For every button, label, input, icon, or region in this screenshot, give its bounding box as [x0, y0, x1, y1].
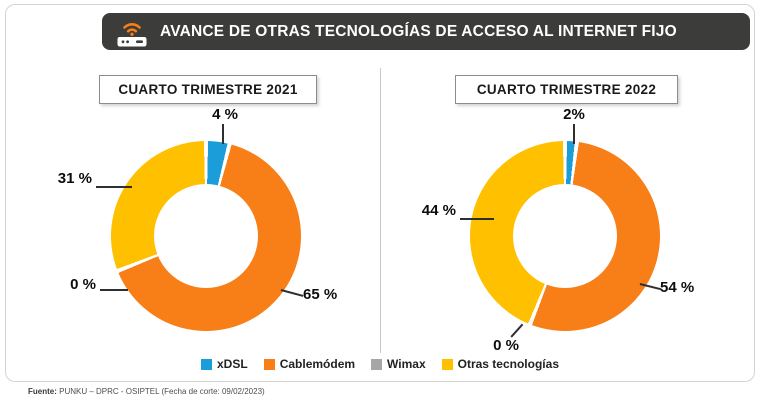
outer-frame [5, 4, 755, 382]
donut-chart-2021 [111, 141, 301, 331]
legend: xDSL Cablemódem Wimax Otras tecnologías [0, 357, 760, 371]
legend-item-xdsl: xDSL [201, 357, 248, 371]
wimax-swatch [371, 358, 383, 370]
source-text: PUNKU – DPRC - OSIPTEL (Fecha de corte: … [56, 387, 265, 396]
page-title: AVANCE DE OTRAS TECNOLOGÍAS DE ACCESO AL… [160, 22, 677, 40]
donut-chart-2022 [470, 141, 660, 331]
label-2021-otras: 31 % [57, 170, 92, 187]
legend-item-otras: Otras tecnologías [441, 357, 559, 371]
title-banner: AVANCE DE OTRAS TECNOLOGÍAS DE ACCESO AL… [102, 13, 750, 50]
legend-item-wimax: Wimax [371, 357, 426, 371]
legend-label: xDSL [217, 357, 248, 371]
router-wifi-icon [114, 16, 150, 48]
label-2021-cablemodem: 65 % [303, 286, 338, 303]
label-2022-cablemodem: 54 % [660, 279, 695, 296]
legend-item-cablemodem: Cablemódem [263, 357, 356, 371]
label-2022-wimax: 0 % [493, 337, 519, 354]
cablemodem-swatch [263, 358, 275, 370]
leader-line [460, 218, 494, 220]
label-2021-xdsl: 4 % [212, 106, 238, 123]
label-2022-xdsl: 2% [563, 106, 585, 123]
donut-hole [513, 184, 617, 288]
leader-line [573, 124, 575, 144]
chart-2021-title: CUARTO TRIMESTRE 2021 [99, 75, 317, 104]
donut-hole [154, 184, 258, 288]
otras-swatch [441, 358, 453, 370]
leader-line [222, 124, 224, 144]
legend-label: Wimax [387, 357, 426, 371]
legend-label: Otras tecnologías [457, 357, 559, 371]
leader-line [96, 186, 132, 188]
xdsl-swatch [201, 358, 212, 370]
chart-2022-title: CUARTO TRIMESTRE 2022 [455, 75, 678, 104]
label-2021-wimax: 0 % [70, 276, 96, 293]
leader-line [100, 289, 128, 291]
source-note: Fuente: PUNKU – DPRC - OSIPTEL (Fecha de… [28, 387, 265, 396]
source-label: Fuente: [28, 387, 57, 396]
legend-label: Cablemódem [279, 357, 356, 371]
vertical-divider [380, 68, 381, 353]
label-2022-otras: 44 % [421, 202, 456, 219]
